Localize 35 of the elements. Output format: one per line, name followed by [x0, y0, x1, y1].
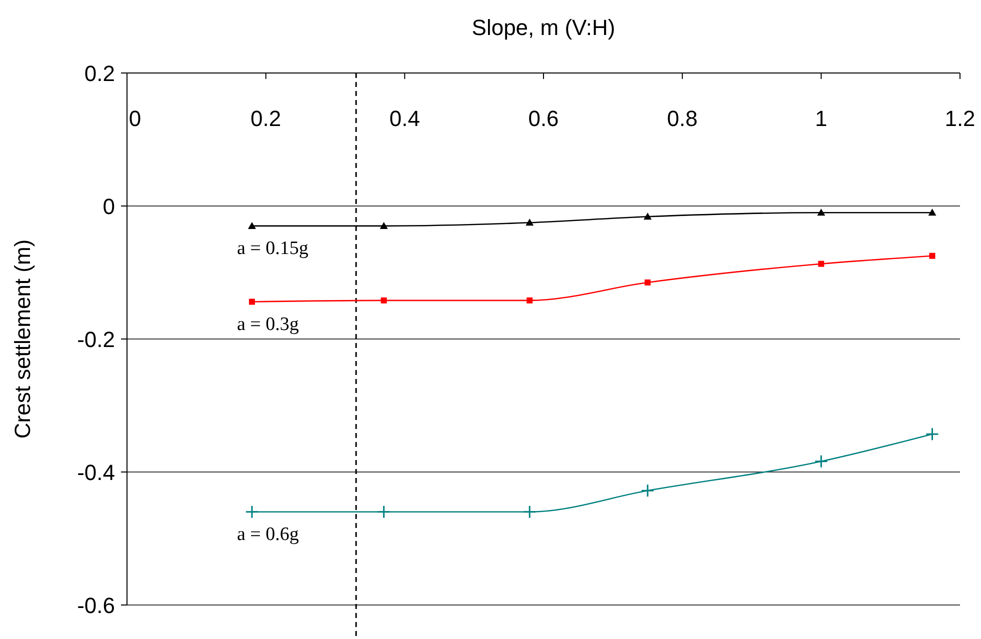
point	[377, 505, 391, 519]
series-label: a = 0.15g	[236, 238, 309, 259]
series-label: a = 0.3g	[236, 314, 300, 335]
x-tick-label: 1.2	[944, 106, 976, 131]
point	[248, 298, 255, 305]
point	[248, 222, 256, 229]
x-tick-label: 1	[815, 106, 828, 131]
y-axis-title: Crest settlement (m)	[10, 239, 35, 439]
point	[380, 297, 387, 304]
x-tick-label: 0.2	[250, 106, 282, 131]
point	[818, 260, 824, 267]
point	[245, 505, 259, 519]
point	[928, 208, 936, 216]
point	[817, 208, 826, 216]
point	[814, 454, 828, 468]
point	[644, 279, 651, 286]
x-tick-label: 0.8	[667, 106, 698, 131]
series-label: a = 0.6g	[236, 524, 300, 545]
point	[522, 505, 536, 519]
point	[929, 252, 936, 259]
y-tick-label: -0.4	[77, 460, 115, 485]
point	[925, 427, 939, 441]
x-tick-label: 0.4	[389, 106, 420, 131]
point	[644, 212, 652, 220]
point	[526, 218, 534, 226]
point	[640, 484, 654, 498]
x-axis-title: Slope, m (V:H)	[472, 15, 616, 40]
x-tick-label: 0	[128, 106, 142, 131]
y-tick-label: -0.2	[77, 327, 115, 352]
y-tick-label: 0.2	[84, 61, 115, 86]
x-tick-label: 0.6	[528, 106, 559, 131]
point	[526, 297, 533, 304]
y-tick-label: -0.6	[77, 593, 115, 618]
y-tick-label: 0	[102, 194, 115, 219]
point	[380, 222, 388, 229]
